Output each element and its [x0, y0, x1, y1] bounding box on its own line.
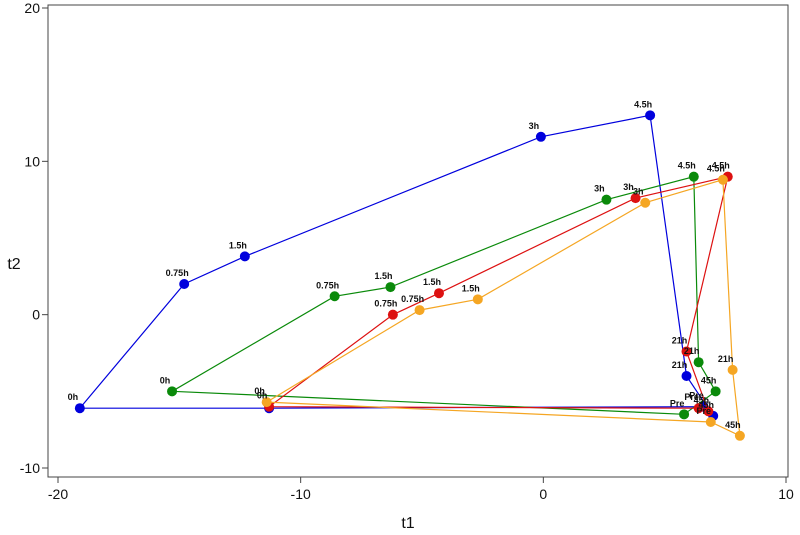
series-2 — [167, 171, 721, 420]
point-label: 0.75h — [401, 294, 424, 304]
point-label: 4.5h — [678, 161, 696, 171]
point-label: 45h — [694, 395, 710, 405]
data-point — [710, 386, 721, 397]
point-label: 0h — [254, 386, 265, 396]
point-label: 21h — [718, 354, 734, 364]
x-tick-label: 10 — [778, 486, 794, 502]
point-label: 4.5h — [712, 161, 730, 171]
point-label: Pre — [670, 398, 685, 408]
data-point — [630, 193, 641, 204]
data-point — [179, 279, 190, 289]
data-point — [601, 194, 612, 205]
series-1 — [74, 110, 719, 421]
data-point — [535, 131, 546, 142]
data-point — [734, 430, 745, 441]
series-line — [79, 114, 714, 417]
point-label: 4.5h — [634, 99, 652, 109]
data-point — [433, 288, 444, 299]
point-label: 3h — [594, 184, 605, 194]
point-label: 3h — [633, 187, 644, 197]
point-label: 0.75h — [316, 280, 339, 290]
point-label: Pre — [684, 392, 699, 402]
series-line — [171, 175, 717, 415]
point-label: 45h — [725, 420, 741, 430]
data-point — [472, 294, 483, 305]
point-labels-layer: 0h0.75h1.5h3h4.5h21h45hPre0h0.75h1.5h3h4… — [68, 99, 741, 429]
x-tick-label: 0 — [539, 486, 547, 502]
point-label: 1.5h — [229, 240, 247, 250]
point-label: 1.5h — [374, 271, 392, 281]
point-label: 0.75h — [374, 299, 397, 309]
point-label: 3h — [529, 121, 540, 131]
point-label: 0h — [257, 391, 268, 401]
point-label: 0.75h — [166, 268, 189, 278]
data-point — [261, 397, 272, 408]
point-label: Pre — [689, 391, 704, 401]
data-point — [167, 386, 178, 397]
data-point — [705, 417, 716, 427]
data-point — [329, 291, 340, 302]
data-point — [640, 197, 651, 208]
y-tick-label: -10 — [20, 460, 40, 476]
data-point — [239, 251, 250, 262]
point-label: Pre — [697, 406, 712, 416]
point-label: 45h — [698, 400, 714, 410]
point-label: 21h — [684, 346, 700, 356]
y-axis-label: t2 — [7, 256, 20, 273]
data-point — [74, 403, 85, 414]
data-point — [385, 282, 396, 293]
point-label: 3h — [623, 182, 634, 192]
data-point — [717, 174, 728, 185]
axes: -20 -10 0 10 -10 0 10 20 — [20, 0, 794, 502]
data-point — [681, 371, 692, 381]
x-tick-label: -20 — [48, 486, 68, 502]
data-point — [693, 357, 704, 368]
data-point — [688, 171, 699, 182]
point-label: 1.5h — [423, 277, 441, 287]
data-point — [693, 403, 704, 414]
point-label: 4.5h — [707, 164, 725, 174]
point-label: 21h — [672, 335, 688, 345]
data-point — [645, 110, 656, 121]
plot-frame — [47, 4, 789, 478]
data-point — [679, 409, 690, 420]
y-tick-label: 10 — [24, 153, 40, 169]
data-point — [703, 406, 714, 417]
point-label: 1.5h — [462, 283, 480, 293]
x-axis-label: t1 — [401, 515, 414, 532]
data-point — [387, 309, 398, 320]
point-label: 0h — [160, 375, 171, 385]
data-point — [414, 305, 425, 316]
point-label: 0h — [68, 392, 79, 402]
y-tick-label: 20 — [24, 0, 40, 16]
data-point — [727, 364, 738, 375]
point-label: 21h — [672, 360, 688, 370]
series-layer — [74, 110, 745, 441]
series-4 — [261, 174, 745, 441]
x-tick-label: -10 — [291, 486, 311, 502]
point-label: 45h — [701, 375, 717, 385]
y-tick-label: 0 — [32, 307, 40, 323]
data-point — [681, 346, 692, 357]
